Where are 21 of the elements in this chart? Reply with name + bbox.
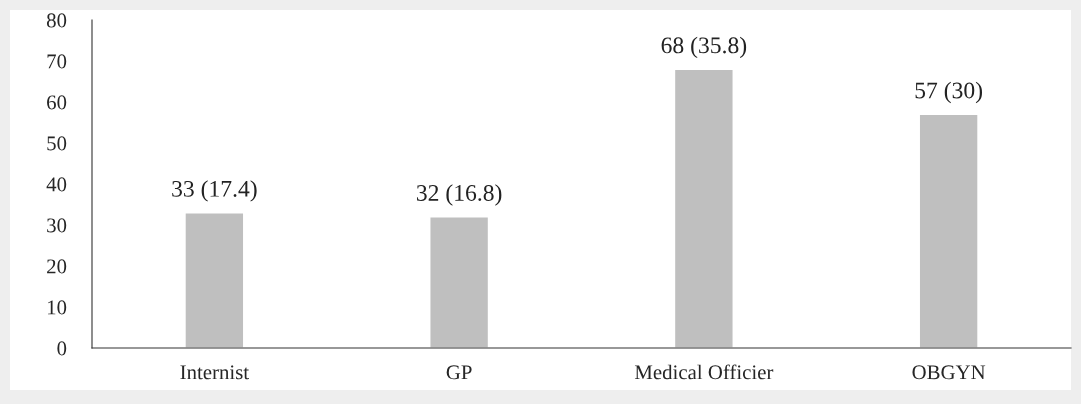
bar — [918, 113, 979, 348]
y-tick-label: 80 — [46, 13, 67, 28]
x-tick-label: Medical Officier — [634, 364, 774, 380]
y-tick-label: 30 — [47, 218, 67, 233]
x-tick-label: OBGYN — [912, 365, 986, 380]
y-tick-label: 70 — [47, 54, 67, 69]
x-tick-label: GP — [446, 365, 472, 380]
data-label: 32 (16.8) — [416, 184, 502, 206]
y-tick-label: 60 — [47, 95, 67, 110]
y-tick-label: 0 — [57, 341, 67, 356]
bar — [184, 212, 245, 348]
bar — [673, 68, 734, 348]
bar — [429, 216, 490, 348]
data-label: 57 (30) — [915, 81, 983, 104]
y-tick-label: 20 — [47, 259, 67, 274]
y-tick-label: 50 — [47, 136, 67, 151]
y-tick-label: 10 — [48, 300, 67, 315]
data-label: 68 (35.8) — [661, 36, 747, 59]
x-tick-label: Internist — [180, 365, 249, 380]
data-label: 33 (17.4) — [172, 180, 257, 202]
y-tick-label: 40 — [46, 177, 67, 192]
